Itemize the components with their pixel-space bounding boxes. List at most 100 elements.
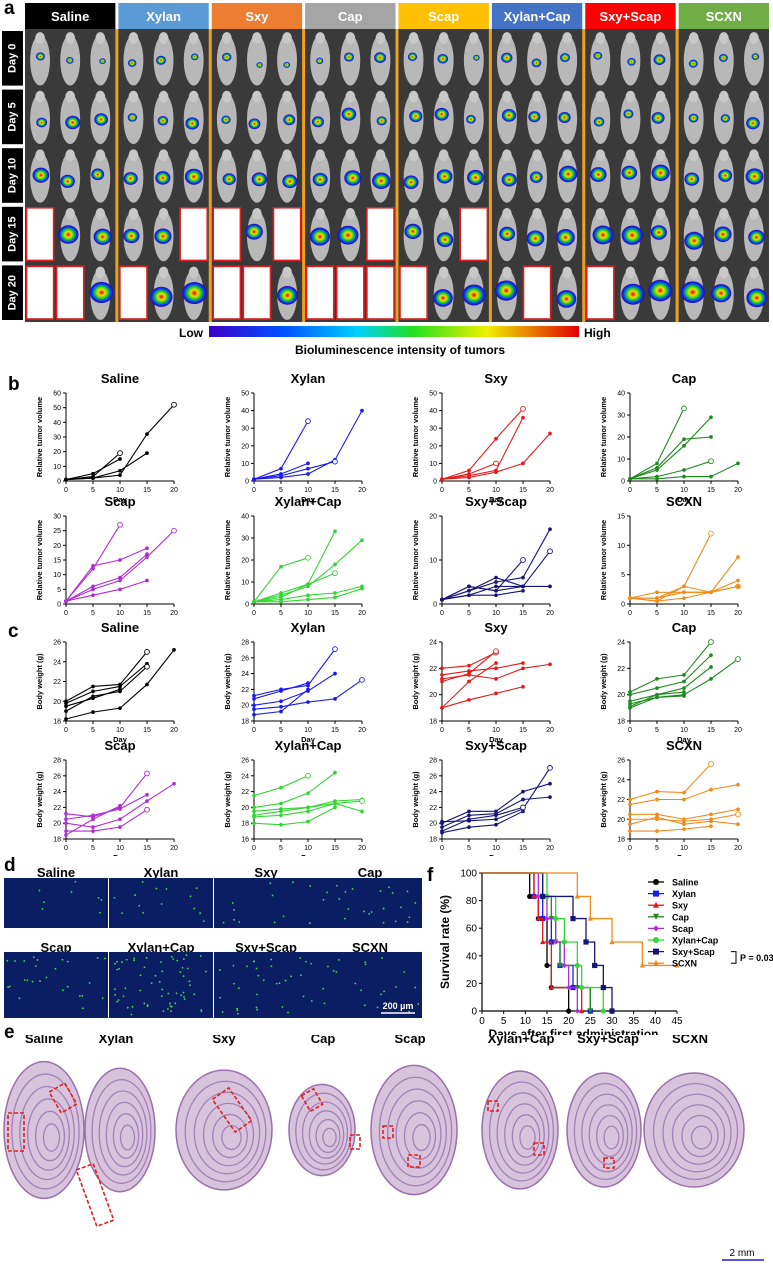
- data-point: [682, 686, 686, 690]
- tissue-ring: [395, 1100, 442, 1169]
- mouse-head: [468, 266, 479, 279]
- green-signal: [78, 995, 81, 997]
- tumor-signal: [248, 118, 261, 130]
- x-tick-label: 15: [143, 487, 151, 494]
- green-signal: [8, 985, 11, 988]
- empty-slot-deceased: [335, 265, 365, 320]
- mouse-head: [65, 90, 76, 103]
- series-line: [630, 580, 739, 599]
- chart-title: Sxy+Scap: [465, 738, 527, 753]
- x-tick-label: 5: [655, 845, 659, 852]
- scale-high-label: High: [584, 326, 611, 340]
- tissue-ring: [511, 1114, 541, 1158]
- header-label-sxy-plus-scap: Sxy+Scap: [600, 9, 662, 24]
- x-tick-label: 15: [519, 727, 527, 734]
- x-tick-label: 20: [170, 610, 178, 616]
- data-point: [252, 815, 256, 819]
- data-point: [64, 817, 68, 822]
- empty-slot-deceased: [366, 207, 395, 262]
- x-tick-label: 15: [143, 845, 151, 852]
- tumor-signal: [251, 172, 268, 187]
- green-signal: [169, 1002, 171, 1005]
- marker: [587, 1008, 593, 1014]
- x-tick-label: 15: [331, 727, 339, 734]
- green-signal: [380, 993, 382, 996]
- fluorescence-image-sxy-plus-scap: [214, 952, 318, 1018]
- region-of-interest-box: [603, 1157, 615, 1169]
- y-tick-label: 30: [617, 413, 625, 420]
- histology-section-sxy-plus-scap: [566, 1072, 642, 1188]
- green-signal: [125, 958, 128, 961]
- green-signal: [233, 982, 235, 985]
- x-tick-label: 20: [358, 610, 366, 616]
- y-tick-label: 24: [617, 640, 625, 647]
- mouse-head: [688, 149, 699, 162]
- tumor-signal: [688, 113, 699, 123]
- green-signal: [200, 1009, 203, 1011]
- data-point: [682, 584, 686, 589]
- tumor-signal: [150, 286, 173, 307]
- data-point: [467, 817, 471, 822]
- x-tick-label: 0: [252, 727, 256, 734]
- data-point: [306, 791, 310, 796]
- legend-label-xylan-plus-cap: Xylan+Cap: [672, 936, 719, 946]
- chart-scxn: SCXN 0 5 10 15 0 5 10 15 20 Day Relative tumor volu…: [599, 494, 742, 616]
- data-point: [332, 458, 338, 465]
- y-tick-label: 5: [621, 572, 625, 579]
- y-tick-label: 22: [429, 805, 437, 812]
- tumor-signal: [501, 108, 517, 122]
- data-point: [333, 591, 337, 595]
- x-axis-label: Day: [113, 735, 128, 744]
- data-point: [172, 781, 176, 786]
- y-tick-label: 40: [617, 391, 625, 398]
- green-signal: [61, 958, 64, 961]
- green-signal: [126, 1006, 129, 1009]
- mouse-head: [345, 90, 356, 103]
- data-point: [252, 693, 256, 698]
- legend-label-cap: Cap: [672, 912, 690, 922]
- data-point: [333, 697, 337, 701]
- mouse-head: [688, 266, 699, 279]
- y-tick-label: 22: [429, 666, 437, 673]
- x-tick-label: 15: [143, 727, 151, 734]
- x-tick-label: 0: [440, 487, 444, 494]
- data-point: [494, 470, 498, 475]
- green-signal: [14, 960, 16, 962]
- tumor-signal: [531, 58, 542, 68]
- empty-slot-deceased: [212, 207, 242, 262]
- y-tick-label: 18: [241, 821, 249, 828]
- green-signal: [45, 976, 48, 979]
- data-point: [521, 684, 525, 689]
- empty-slot-deceased: [119, 265, 148, 320]
- data-point: [279, 709, 283, 714]
- data-point: [494, 666, 498, 671]
- data-point: [655, 476, 659, 481]
- data-point: [118, 825, 122, 829]
- mouse-head: [562, 266, 573, 279]
- green-signal: [26, 979, 29, 982]
- panel-label-b: b: [8, 374, 20, 395]
- mouse-head: [502, 266, 512, 279]
- y-tick-label: 20: [53, 821, 61, 828]
- data-point: [144, 649, 150, 655]
- green-signal: [299, 957, 302, 959]
- tissue-ring: [202, 1102, 255, 1167]
- y-tick-label: 0: [57, 602, 61, 609]
- series-line: [66, 809, 148, 832]
- empty-slot-deceased: [272, 207, 302, 262]
- series-line: [253, 775, 309, 797]
- tissue-ring: [98, 1090, 148, 1176]
- mouse-head: [749, 207, 759, 220]
- green-signal: [131, 1005, 134, 1008]
- marker: [583, 939, 589, 945]
- data-point: [64, 709, 68, 713]
- fluorescence-image-sxy: [214, 878, 318, 928]
- image-title-sxy-plus-scap: Sxy+Scap: [235, 940, 297, 955]
- green-signal: [282, 915, 285, 918]
- marker: [639, 962, 645, 968]
- survival-series-sxy: [482, 872, 585, 1014]
- data-point: [655, 829, 659, 833]
- data-point: [118, 706, 122, 711]
- mouse-head: [468, 149, 479, 162]
- tissue-ring: [91, 1078, 152, 1185]
